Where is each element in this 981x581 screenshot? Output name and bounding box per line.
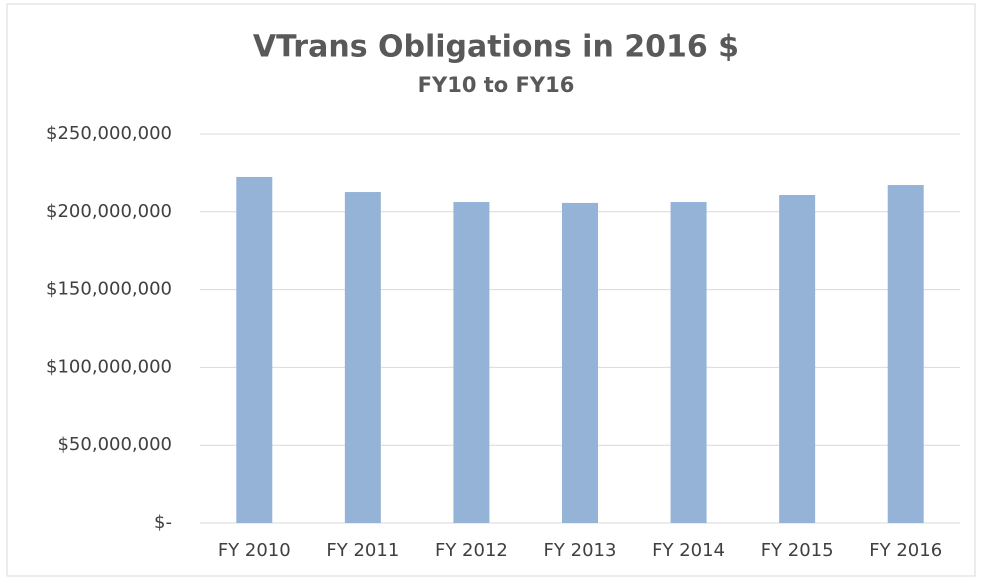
bar: [670, 201, 707, 523]
x-tick-label: FY 2011: [326, 540, 399, 561]
y-tick-label: $200,000,000: [46, 201, 172, 222]
bar: [887, 185, 924, 523]
x-tick-label: FY 2010: [218, 540, 291, 561]
x-tick-label: FY 2012: [435, 540, 508, 561]
y-tick-label: $150,000,000: [46, 279, 172, 300]
chart-subtitle: FY10 to FY16: [418, 73, 575, 97]
bar: [236, 176, 273, 523]
x-tick-label: FY 2015: [761, 540, 834, 561]
chart-title: VTrans Obligations in 2016 $: [253, 30, 739, 65]
bar: [453, 201, 490, 523]
y-tick-label: $50,000,000: [57, 434, 172, 455]
x-tick-label: FY 2016: [869, 540, 942, 561]
y-tick-label: $100,000,000: [46, 356, 172, 377]
bar: [779, 194, 816, 524]
bar: [344, 192, 381, 523]
x-tick-label: FY 2013: [544, 540, 617, 561]
y-tick-label: $250,000,000: [46, 123, 172, 144]
x-tick-label: FY 2014: [652, 540, 725, 561]
y-tick-label: $-: [154, 512, 172, 533]
bar: [562, 202, 598, 524]
